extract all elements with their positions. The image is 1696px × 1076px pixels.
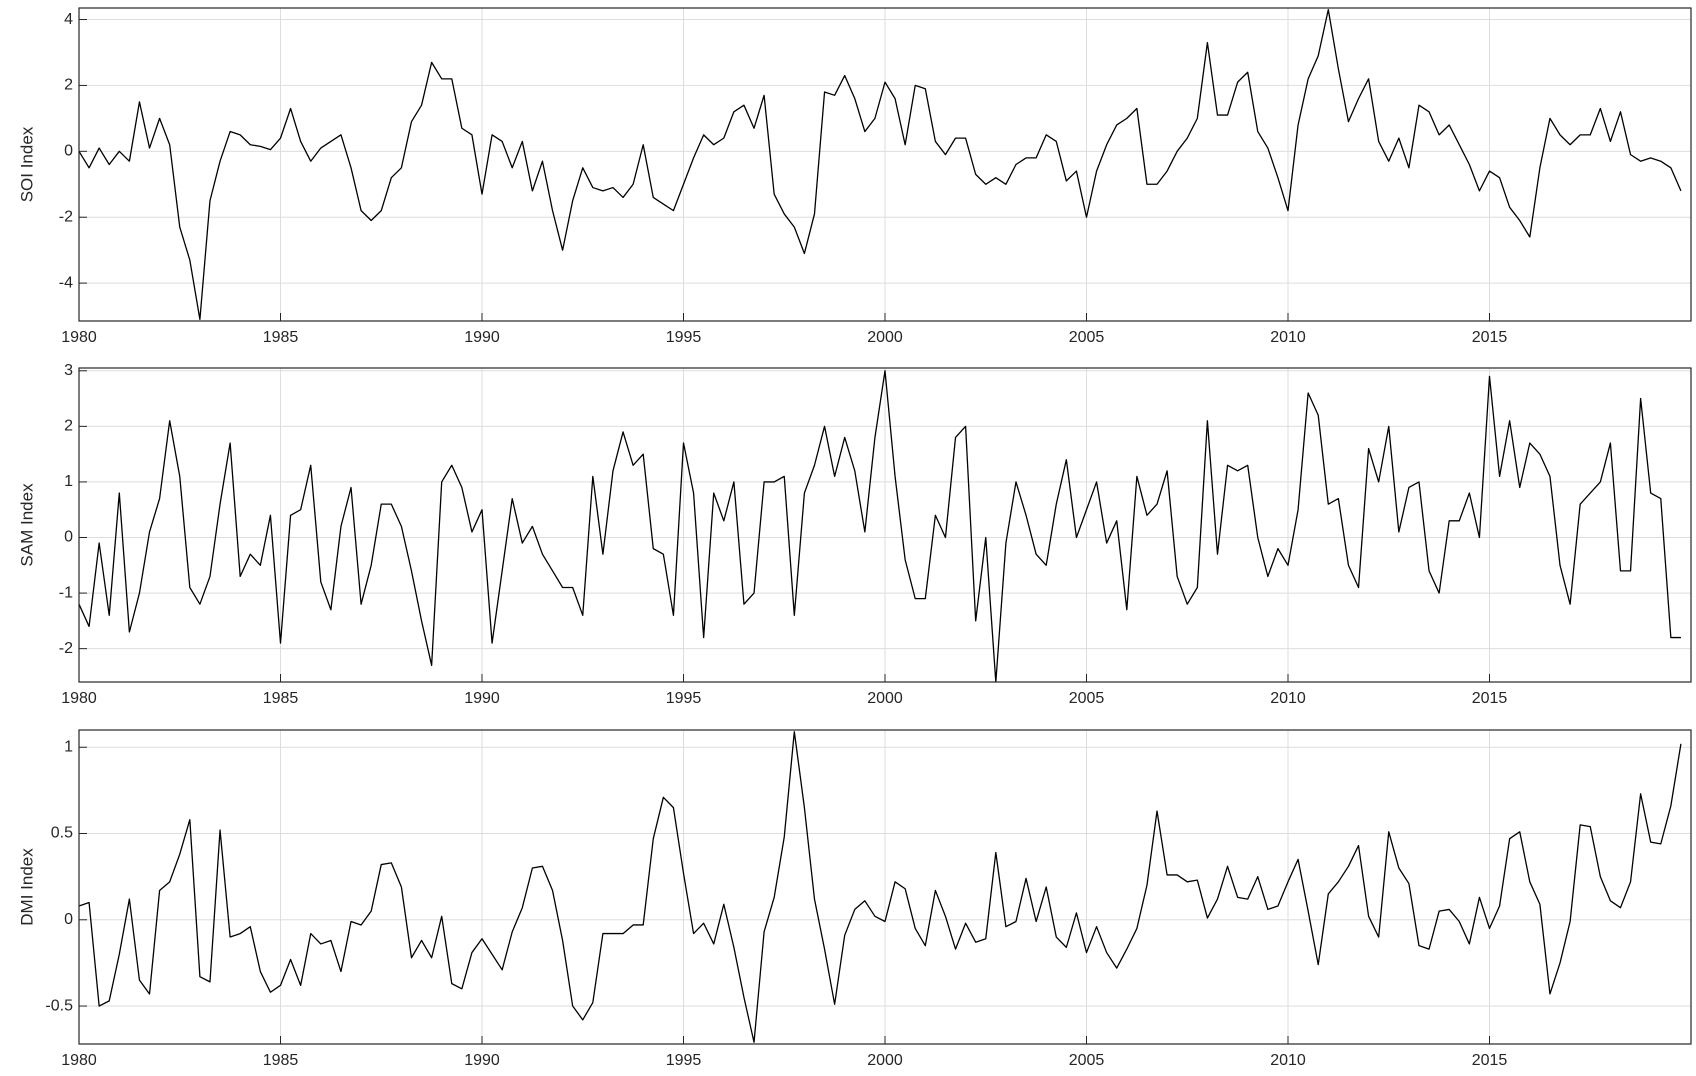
x-tick-label: 2000 bbox=[867, 329, 903, 346]
x-tick-label: 2010 bbox=[1270, 690, 1306, 707]
y-tick-label: -2 bbox=[59, 640, 73, 657]
x-tick-label: 2005 bbox=[1069, 1052, 1105, 1069]
y-tick-label: 1 bbox=[64, 738, 73, 755]
x-tick-label: 2000 bbox=[867, 690, 903, 707]
y-tick-label: 0.5 bbox=[51, 825, 73, 842]
x-tick-label: 2005 bbox=[1069, 329, 1105, 346]
x-tick-label: 1985 bbox=[263, 690, 299, 707]
y-axis-label: SOI Index bbox=[17, 126, 36, 202]
y-axis-label: DMI Index bbox=[17, 848, 36, 926]
x-tick-label: 1980 bbox=[61, 329, 97, 346]
y-tick-label: 4 bbox=[64, 11, 73, 28]
x-tick-label: 2015 bbox=[1472, 1052, 1508, 1069]
x-tick-label: 1985 bbox=[263, 329, 299, 346]
x-tick-label: 1995 bbox=[666, 690, 702, 707]
y-tick-label: -1 bbox=[59, 584, 73, 601]
x-tick-label: 1980 bbox=[61, 1052, 97, 1069]
y-tick-label: -4 bbox=[59, 274, 73, 291]
axes-box bbox=[78, 367, 1692, 683]
axes-box bbox=[78, 7, 1692, 322]
y-tick-label: 2 bbox=[64, 77, 73, 94]
data-line bbox=[78, 731, 1682, 1043]
x-tick-label: 1995 bbox=[666, 329, 702, 346]
y-axis-label: SAM Index bbox=[17, 483, 36, 567]
x-tick-label: 2015 bbox=[1472, 690, 1508, 707]
x-tick-label: 1995 bbox=[666, 1052, 702, 1069]
x-tick-label: 2010 bbox=[1270, 329, 1306, 346]
x-tick-label: 2005 bbox=[1069, 690, 1105, 707]
x-tick-label: 1990 bbox=[464, 1052, 500, 1069]
y-tick-label: -0.5 bbox=[45, 997, 73, 1014]
x-tick-label: 1990 bbox=[464, 329, 500, 346]
x-tick-label: 1985 bbox=[263, 1052, 299, 1069]
x-tick-label: 2010 bbox=[1270, 1052, 1306, 1069]
x-tick-label: 2000 bbox=[867, 1052, 903, 1069]
axes-box bbox=[78, 729, 1692, 1045]
x-tick-label: 1990 bbox=[464, 690, 500, 707]
data-line bbox=[78, 370, 1681, 683]
y-tick-label: 2 bbox=[64, 418, 73, 435]
data-line bbox=[78, 9, 1682, 320]
y-tick-label: 0 bbox=[64, 143, 73, 160]
y-tick-label: 1 bbox=[64, 473, 73, 490]
y-tick-label: 3 bbox=[64, 362, 73, 379]
x-tick-label: 1980 bbox=[61, 690, 97, 707]
y-tick-label: -2 bbox=[59, 208, 73, 225]
y-tick-label: 0 bbox=[64, 529, 73, 546]
x-tick-label: 2015 bbox=[1472, 329, 1508, 346]
y-tick-label: 0 bbox=[64, 911, 73, 928]
